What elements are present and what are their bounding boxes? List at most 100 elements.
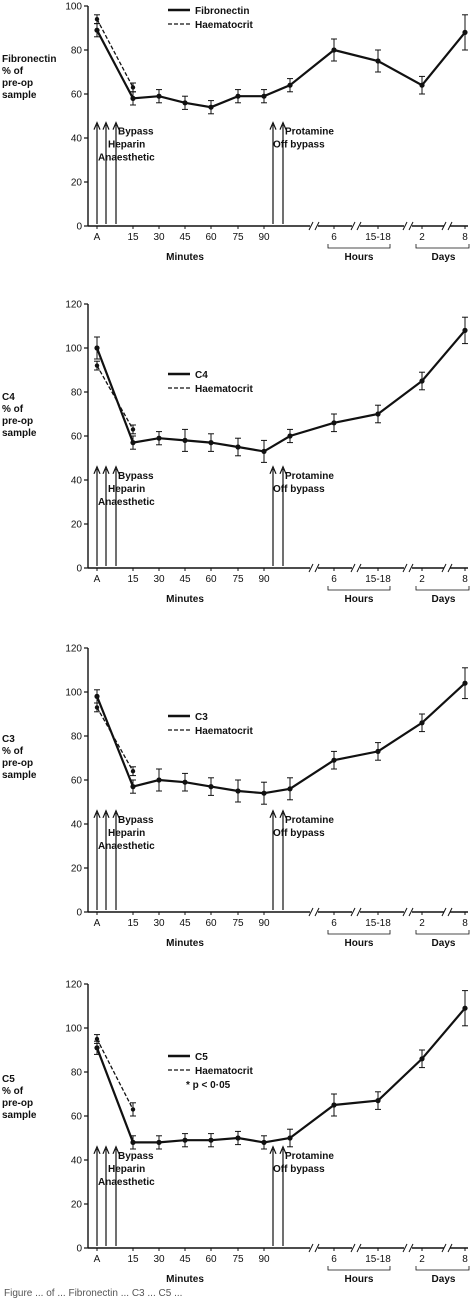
data-point-main	[130, 1139, 136, 1145]
y-tick-label: 100	[65, 344, 82, 355]
x-tick-label: 6	[331, 232, 337, 243]
line-break-gap	[444, 978, 448, 1244]
axis-break-mark	[402, 563, 408, 573]
legend-note: * p < 0·05	[186, 1080, 231, 1091]
line-break-gap	[444, 298, 448, 564]
x-tick-label: 75	[232, 232, 244, 243]
axis-break-mark	[350, 907, 356, 917]
x-tick-label: 30	[153, 232, 165, 243]
axis-break-mark	[441, 1243, 447, 1253]
series-line-main	[95, 682, 466, 795]
line-break-gap	[307, 978, 311, 1244]
x-tick-label: 75	[232, 1254, 244, 1265]
data-point-main	[235, 444, 241, 450]
y-tick-label: 0	[76, 1244, 82, 1255]
data-point-main	[208, 440, 214, 446]
y-tick-label: 80	[71, 388, 83, 399]
data-point-main	[156, 777, 162, 783]
arrow-head	[269, 465, 277, 475]
y-tick-label: 120	[65, 300, 82, 311]
data-point-main	[94, 27, 100, 33]
chart-svg: 0 20 40 60 80 100 120 A 15 30 45 60 75 90 6 15-18 2 8 Minu…	[65, 298, 470, 605]
x-tick-label: 30	[153, 918, 165, 929]
chart-svg: 0 20 40 60 80 100 A 15 30 45 60 75 90 6 15-18 2 8 Minutes…	[65, 2, 470, 263]
annotation-protamine: Protamine	[285, 471, 334, 482]
axis-break-mark	[441, 907, 447, 917]
data-point-main	[182, 437, 188, 443]
annotation-heparin: Heparin	[108, 484, 145, 495]
x-tick-label: 60	[205, 1254, 217, 1265]
arrow-head	[93, 121, 101, 130]
data-point-main	[287, 1135, 293, 1141]
axis-break-mark	[356, 221, 362, 231]
data-point-main	[375, 58, 381, 64]
y-axis-label-line: pre-op	[2, 1098, 34, 1109]
x-group-label-days: Days	[432, 1274, 456, 1285]
x-tick-label: 60	[205, 574, 217, 585]
data-point-main	[235, 788, 241, 794]
arrow-head	[93, 465, 101, 475]
data-point-main	[130, 784, 136, 790]
data-point-main	[331, 1102, 337, 1108]
axis-break-mark	[314, 563, 320, 573]
chart-svg: 0 20 40 60 80 100 120 A 15 30 45 60 75 90 6 15-18 2 8 Minu…	[65, 642, 470, 949]
axis-break-mark	[314, 221, 320, 231]
y-axis-label-line: C5	[2, 1074, 15, 1085]
arrow-head	[102, 809, 110, 819]
axis-break-mark	[441, 563, 447, 573]
x-tick-label: 15	[127, 232, 139, 243]
x-group-label-minutes: Minutes	[166, 252, 204, 263]
y-axis-label-line: C4	[2, 392, 15, 403]
data-point-haematocrit	[130, 427, 136, 432]
data-point-main	[261, 93, 267, 99]
data-point-main	[94, 693, 100, 699]
arrow-head	[102, 1145, 110, 1155]
annotation-anaesthetic: Anaesthetic	[98, 1177, 155, 1188]
y-axis-label-line: Fibronectin	[2, 54, 57, 65]
annotation-anaesthetic: Anaesthetic	[98, 497, 155, 508]
data-point-main	[331, 757, 337, 763]
y-tick-label: 60	[71, 776, 83, 787]
series-line-main	[95, 329, 466, 453]
legend-label-main: Fibronectin	[195, 6, 249, 17]
x-tick-label: 8	[462, 918, 468, 929]
x-tick-label: 30	[153, 1254, 165, 1265]
arrow-head	[279, 1145, 287, 1155]
data-point-haematocrit	[94, 1036, 100, 1042]
y-tick-label: 120	[65, 980, 82, 991]
y-tick-label: 40	[71, 476, 83, 487]
y-axis-label-line: pre-op	[2, 78, 34, 89]
y-axis-label-line: % of	[2, 1086, 24, 1097]
arrow-head	[102, 465, 110, 475]
line-break-gap	[444, 642, 448, 908]
annotation-off-bypass: Off bypass	[273, 140, 325, 151]
x-group-label-days: Days	[432, 252, 456, 263]
data-point-main	[156, 435, 162, 441]
y-tick-label: 100	[65, 688, 82, 699]
y-tick-label: 100	[65, 2, 82, 13]
axis-break-mark	[308, 907, 314, 917]
x-tick-label: 45	[179, 574, 191, 585]
x-tick-label: 15-18	[365, 232, 391, 243]
x-group-label-minutes: Minutes	[166, 1274, 204, 1285]
y-axis-label-line: sample	[2, 1110, 37, 1121]
data-point-main	[287, 433, 293, 439]
x-group-label-hours: Hours	[345, 938, 374, 949]
data-point-main	[375, 411, 381, 417]
axis-break-mark	[402, 221, 408, 231]
data-point-haematocrit	[94, 705, 100, 710]
y-axis-label-line: % of	[2, 746, 24, 757]
data-point-main	[208, 1137, 214, 1143]
annotation-bypass: Bypass	[118, 127, 154, 138]
legend-label-ref: Haematocrit	[195, 384, 253, 395]
x-group-label-hours: Hours	[345, 1274, 374, 1285]
arrow-head	[269, 1145, 277, 1155]
annotation-anaesthetic: Anaesthetic	[98, 841, 155, 852]
x-tick-label: 15	[127, 574, 139, 585]
axis-break-mark	[441, 221, 447, 231]
x-tick-label: 2	[419, 1254, 425, 1265]
line-break-gap	[402, 642, 406, 908]
arrow-head	[112, 809, 120, 819]
line-break-gap	[402, 298, 406, 564]
legend-label-ref: Haematocrit	[195, 726, 253, 737]
